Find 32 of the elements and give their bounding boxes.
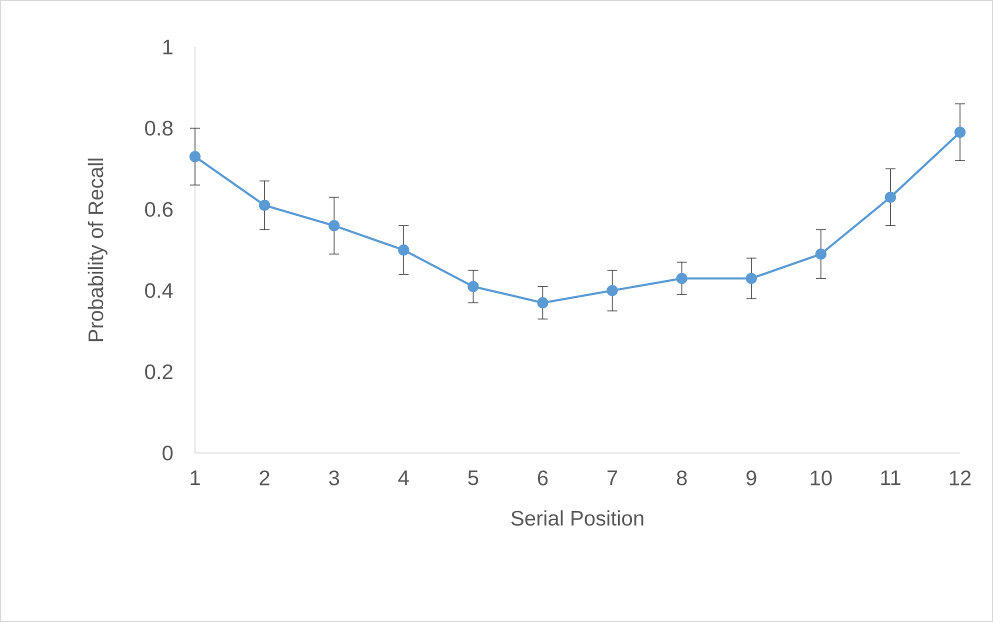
x-tick-label: 7 [608, 470, 618, 485]
x-tick-label: 2 [260, 470, 270, 486]
x-tick-label: 5 [468, 470, 478, 486]
x-tick-label: 3 [329, 470, 340, 486]
point [189, 151, 201, 162]
y-tick-label: 0 [162, 446, 173, 460]
x-tick-label: 1 [190, 470, 200, 485]
y-tick-label: 1 [163, 40, 172, 54]
x-axis-title: Serial Position [511, 510, 644, 526]
x-tick-label: 12 [950, 470, 971, 486]
point [815, 248, 827, 260]
x-tick-label: 10 [810, 470, 832, 486]
point [954, 126, 966, 138]
point [676, 272, 688, 284]
point [606, 285, 618, 296]
x-tick-label: 9 [746, 470, 756, 486]
point [884, 192, 896, 203]
point [258, 200, 270, 211]
point [468, 280, 479, 292]
y-axis-title: Probability of Recall [88, 158, 108, 342]
x-tick-label: 8 [676, 470, 687, 486]
point [537, 297, 548, 308]
y-tick-label: 0.2 [145, 364, 172, 380]
point [398, 244, 410, 256]
y-tick-label: 0.6 [145, 202, 173, 217]
point [746, 272, 757, 284]
y-tick-label: 0.8 [145, 120, 173, 136]
x-tick-label: 11 [881, 470, 900, 485]
x-tick-label: 6 [538, 470, 548, 486]
point [328, 220, 340, 232]
y-tick-label: 0.4 [145, 283, 173, 298]
x-tick-label: 4 [398, 470, 409, 485]
